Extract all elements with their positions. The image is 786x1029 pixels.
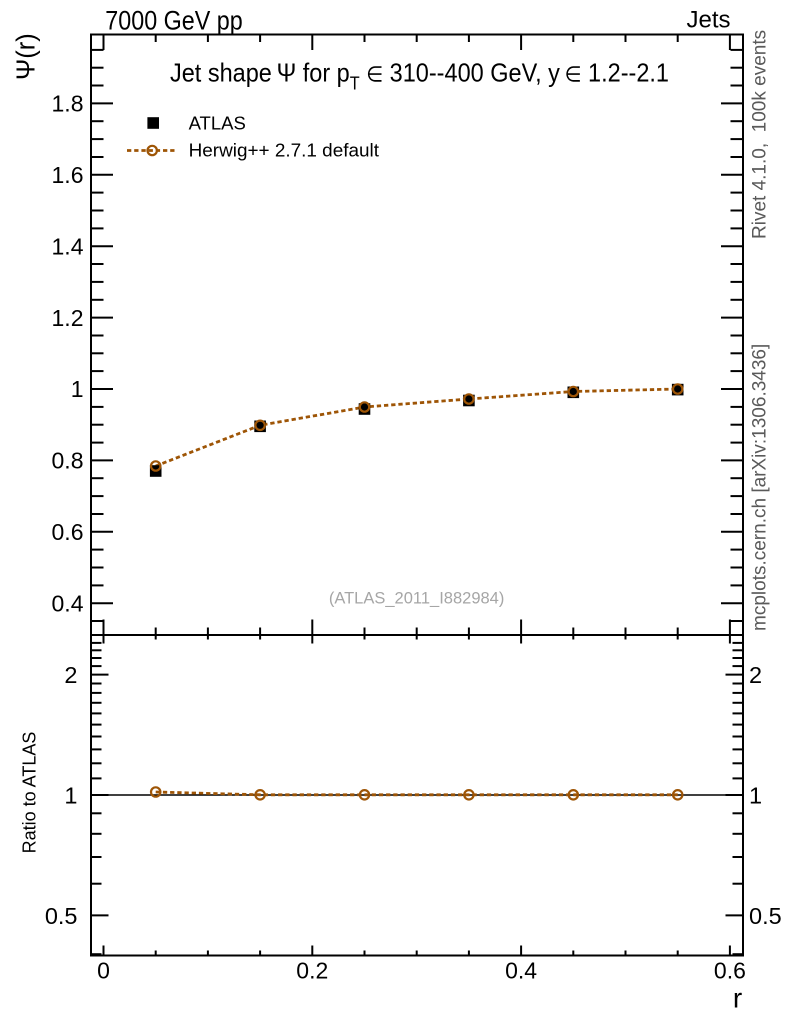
svg-text:0.4: 0.4	[505, 958, 537, 984]
svg-text:1: 1	[64, 783, 77, 809]
svg-text:mcplots.cern.ch [arXiv:1306.34: mcplots.cern.ch [arXiv:1306.3436]	[750, 344, 771, 631]
svg-text:r: r	[733, 983, 742, 1014]
svg-text:2: 2	[749, 662, 762, 688]
svg-text:1.6: 1.6	[52, 162, 84, 188]
svg-text:0.8: 0.8	[52, 448, 84, 474]
svg-text:0.6: 0.6	[714, 958, 746, 984]
svg-text:Rivet 4.1.0, 100k events: Rivet 4.1.0, 100k events	[750, 30, 771, 239]
svg-text:0.6: 0.6	[52, 519, 84, 545]
svg-text:1: 1	[71, 376, 84, 402]
svg-text:2: 2	[64, 662, 77, 688]
svg-text:1.8: 1.8	[52, 91, 84, 117]
svg-text:(ATLAS_2011_I882984): (ATLAS_2011_I882984)	[329, 590, 505, 608]
svg-text:1.2: 1.2	[52, 305, 84, 331]
svg-text:7000 GeV pp: 7000 GeV pp	[105, 6, 242, 36]
svg-text:Jets: Jets	[686, 7, 730, 34]
svg-text:Ratio to ATLAS: Ratio to ATLAS	[20, 732, 40, 854]
svg-text:0: 0	[97, 958, 110, 984]
svg-text:0.5: 0.5	[749, 903, 782, 929]
svg-text:0.2: 0.2	[296, 958, 328, 984]
svg-text:0.4: 0.4	[52, 590, 84, 616]
svg-text:0.5: 0.5	[45, 903, 78, 929]
svg-text:1.4: 1.4	[52, 233, 84, 259]
svg-text:ATLAS: ATLAS	[189, 113, 246, 134]
svg-text:Ψ(r): Ψ(r)	[13, 33, 41, 80]
svg-text:1: 1	[749, 783, 762, 809]
svg-text:Herwig++ 2.7.1 default: Herwig++ 2.7.1 default	[189, 140, 379, 161]
